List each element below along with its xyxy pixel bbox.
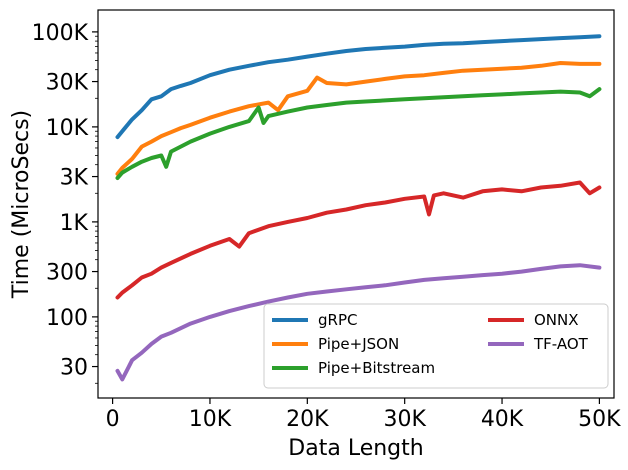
y-tick-label: 300 — [46, 261, 88, 286]
legend-label-tf-aot: TF-AOT — [533, 335, 589, 353]
x-axis-label: Data Length — [288, 436, 423, 461]
y-tick-label: 100 — [46, 306, 88, 331]
series-layer — [115, 34, 602, 382]
legend-label-pipe-json: Pipe+JSON — [318, 335, 399, 353]
series-line-pipe-json — [115, 61, 602, 176]
y-axis: 30 100 300 1K 3K 10K 30K 100K — [32, 21, 98, 384]
y-tick-label: 30K — [46, 71, 89, 96]
y-tick-label: 10K — [46, 116, 89, 141]
legend-label-onnx: ONNX — [534, 311, 579, 329]
x-tick-label: 20K — [286, 407, 329, 432]
series-line-onnx — [115, 180, 602, 300]
x-tick-label: 30K — [383, 407, 426, 432]
legend-label-pipe-bitstream: Pipe+Bitstream — [318, 359, 435, 377]
x-tick-label: 50K — [578, 407, 621, 432]
x-axis: 0 10K 20K 30K 40K 50K — [106, 398, 621, 432]
series-line-grpc — [115, 34, 602, 140]
y-tick-label: 3K — [60, 166, 89, 191]
y-tick-label: 30 — [60, 356, 88, 381]
y-tick-label: 100K — [32, 21, 89, 46]
legend: gRPC Pipe+JSON Pipe+Bitstream ONNX TF-AOT — [263, 303, 609, 389]
x-tick-label: 10K — [189, 407, 232, 432]
y-axis-label: Time (MicroSecs) — [9, 110, 34, 299]
legend-frame — [263, 303, 609, 389]
x-tick-label: 0 — [106, 407, 120, 432]
series-line-tf-aot — [115, 263, 602, 382]
y-tick-label: 1K — [60, 211, 89, 236]
series-line-pipe-bitstream — [115, 87, 602, 180]
x-tick-label: 40K — [481, 407, 524, 432]
legend-label-grpc: gRPC — [318, 311, 357, 329]
